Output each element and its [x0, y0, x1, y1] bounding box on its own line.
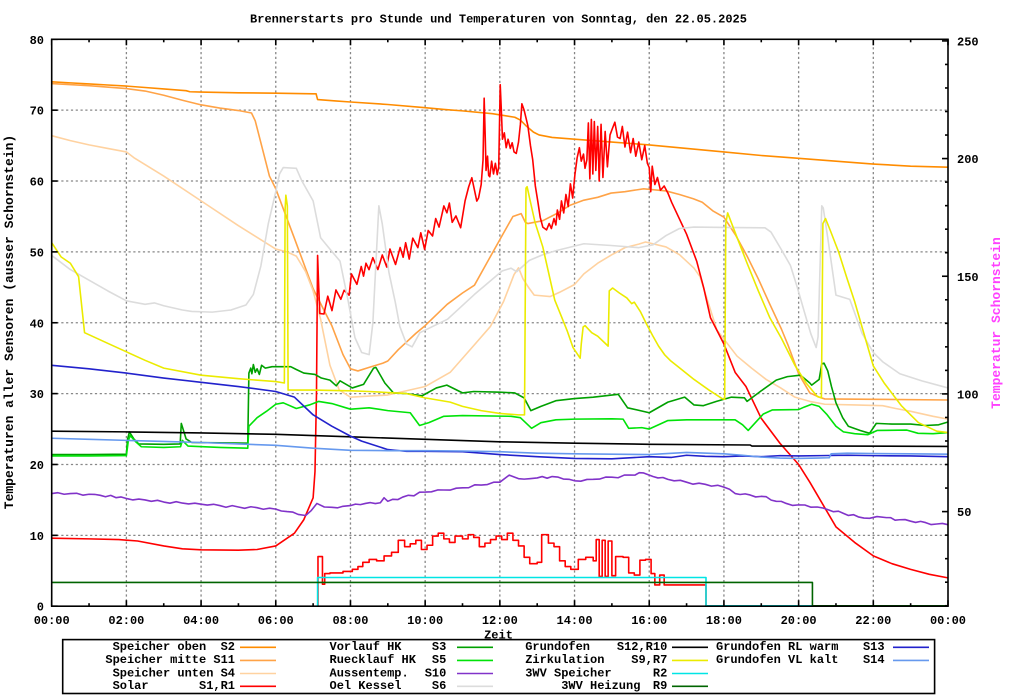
svg-text:Aussentemp.: Aussentemp.	[330, 666, 409, 680]
svg-text:40: 40	[30, 317, 44, 331]
svg-text:200: 200	[957, 153, 979, 167]
svg-text:50: 50	[30, 246, 44, 260]
svg-text:20:00: 20:00	[781, 614, 817, 628]
svg-text:18:00: 18:00	[706, 614, 742, 628]
svg-text:S10: S10	[425, 666, 447, 680]
svg-text:S5: S5	[432, 653, 446, 667]
svg-text:02:00: 02:00	[108, 614, 144, 628]
svg-text:S14: S14	[863, 653, 885, 667]
svg-text:30: 30	[30, 388, 44, 402]
svg-text:100: 100	[957, 388, 979, 402]
svg-text:S13: S13	[863, 640, 885, 654]
svg-text:Solar S1,R1: Solar S1,R1	[113, 679, 235, 693]
svg-text:06:00: 06:00	[258, 614, 294, 628]
svg-text:Zirkulation: Zirkulation	[525, 653, 604, 667]
svg-text:R2: R2	[653, 666, 667, 680]
svg-text:04:00: 04:00	[183, 614, 219, 628]
svg-text:R9: R9	[653, 679, 667, 693]
svg-text:Temperatur Schornstein: Temperatur Schornstein	[989, 237, 1004, 409]
svg-text:S9,R7: S9,R7	[631, 653, 667, 667]
svg-text:Speicher oben S2: Speicher oben S2	[113, 640, 235, 654]
svg-text:22:00: 22:00	[855, 614, 891, 628]
svg-text:60: 60	[30, 176, 44, 190]
svg-text:08:00: 08:00	[332, 614, 368, 628]
svg-text:S6: S6	[432, 679, 446, 693]
svg-text:150: 150	[957, 271, 979, 285]
svg-text:80: 80	[30, 34, 44, 48]
svg-text:S12,R10: S12,R10	[617, 640, 667, 654]
svg-text:Vorlauf HK: Vorlauf HK	[330, 640, 403, 654]
svg-text:10:00: 10:00	[407, 614, 443, 628]
svg-text:50: 50	[957, 506, 971, 520]
svg-text:Ruecklauf HK: Ruecklauf HK	[330, 653, 417, 667]
svg-text:16:00: 16:00	[631, 614, 667, 628]
svg-text:Speicher unten S4: Speicher unten S4	[113, 666, 235, 680]
svg-text:20: 20	[30, 459, 44, 473]
svg-text:00:00: 00:00	[34, 614, 70, 628]
svg-text:00:00: 00:00	[930, 614, 966, 628]
svg-text:Brennerstarts pro Stunde und T: Brennerstarts pro Stunde und Temperature…	[250, 13, 747, 27]
svg-text:70: 70	[30, 105, 44, 119]
svg-text:Grundofen: Grundofen	[525, 640, 590, 654]
svg-text:Temperaturen aller Sensoren (a: Temperaturen aller Sensoren (ausser Scho…	[2, 135, 17, 509]
svg-text:250: 250	[957, 35, 979, 49]
svg-text:10: 10	[30, 530, 44, 544]
svg-text:14:00: 14:00	[557, 614, 593, 628]
svg-text:Grundofen RL warm: Grundofen RL warm	[716, 640, 838, 654]
svg-text:Zeit: Zeit	[484, 629, 513, 643]
svg-text:S3: S3	[432, 640, 446, 654]
svg-text:Speicher mitte S11: Speicher mitte S11	[105, 653, 235, 667]
svg-text:3WV Heizung: 3WV Heizung	[561, 679, 640, 693]
svg-text:12:00: 12:00	[482, 614, 518, 628]
svg-text:Grundofen VL kalt: Grundofen VL kalt	[716, 653, 838, 667]
svg-text:0: 0	[37, 601, 44, 615]
svg-text:3WV Speicher: 3WV Speicher	[525, 666, 611, 680]
svg-text:Oel Kessel: Oel Kessel	[330, 679, 402, 693]
